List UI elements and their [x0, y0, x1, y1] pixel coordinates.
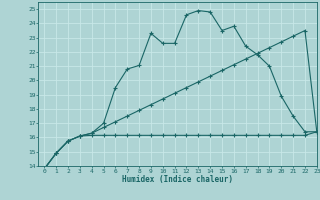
X-axis label: Humidex (Indice chaleur): Humidex (Indice chaleur)	[122, 175, 233, 184]
